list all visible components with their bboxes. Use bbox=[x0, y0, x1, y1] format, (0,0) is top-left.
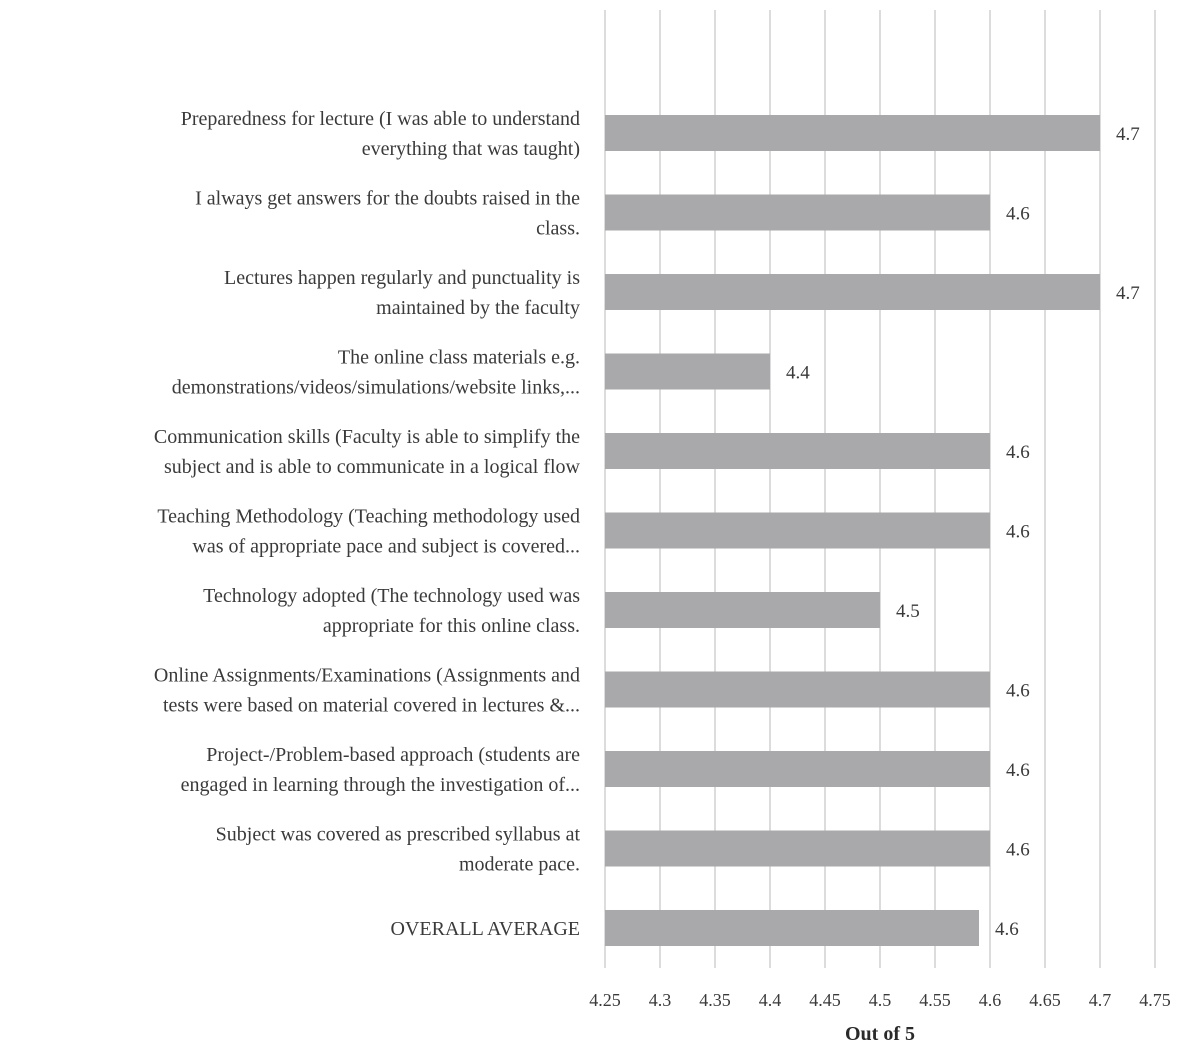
data-label: 4.7 bbox=[1116, 283, 1140, 304]
x-tick-label: 4.65 bbox=[1029, 990, 1061, 1010]
data-label: 4.7 bbox=[1116, 124, 1140, 145]
bar bbox=[605, 353, 770, 390]
bar bbox=[605, 194, 990, 231]
x-tick-label: 4.4 bbox=[759, 990, 782, 1010]
bar bbox=[605, 592, 880, 628]
bar bbox=[605, 512, 990, 549]
category-label: OVERALL AVERAGE bbox=[391, 918, 580, 940]
data-labels: 4.7 4.6 4.7 4.4 4.6 4.6 4.5 4.6 4.6 4.6 4.6 bbox=[786, 124, 1140, 940]
category-label: Online Assignments/Examinations (Assignm… bbox=[154, 665, 580, 717]
x-axis-tick-labels: 4.25 4.3 4.35 4.4 4.45 4.5 4.55 4.6 4.65 4.7 4.75 bbox=[589, 990, 1171, 1010]
category-label: Project-/Problem-based approach (student… bbox=[181, 744, 580, 796]
bar bbox=[605, 433, 990, 469]
bar bbox=[605, 751, 990, 787]
category-label: Teaching Methodology (Teaching methodolo… bbox=[157, 506, 580, 558]
data-label: 4.4 bbox=[786, 363, 810, 384]
x-tick-label: 4.35 bbox=[699, 990, 731, 1010]
category-labels: Preparedness for lecture (I was able to … bbox=[154, 108, 581, 940]
x-tick-label: 4.3 bbox=[649, 990, 672, 1010]
x-tick-label: 4.25 bbox=[589, 990, 621, 1010]
bar bbox=[605, 910, 979, 946]
x-tick-label: 4.75 bbox=[1139, 990, 1171, 1010]
category-label: Communication skills (Faculty is able to… bbox=[154, 426, 581, 478]
category-label: Subject was covered as prescribed syllab… bbox=[216, 824, 581, 876]
bar bbox=[605, 830, 990, 867]
bar bbox=[605, 671, 990, 708]
data-label: 4.6 bbox=[1006, 442, 1030, 463]
data-label: 4.6 bbox=[1006, 760, 1030, 781]
category-label: The online class materials e.g. demonstra… bbox=[172, 347, 580, 399]
gridlines bbox=[604, 10, 1156, 968]
bar bbox=[605, 274, 1100, 310]
category-label: Technology adopted (The technology used … bbox=[203, 585, 580, 637]
category-label: Lectures happen regularly and punctualit… bbox=[224, 267, 580, 319]
x-tick-label: 4.55 bbox=[919, 990, 951, 1010]
x-tick-label: 4.6 bbox=[979, 990, 1002, 1010]
category-label: I always get answers for the doubts rais… bbox=[195, 188, 580, 240]
data-label: 4.6 bbox=[1006, 681, 1030, 702]
data-label: 4.6 bbox=[1006, 204, 1030, 225]
bar bbox=[605, 115, 1100, 151]
data-label: 4.6 bbox=[1006, 840, 1030, 861]
category-label: Preparedness for lecture (I was able to … bbox=[181, 108, 580, 160]
x-tick-label: 4.7 bbox=[1089, 990, 1112, 1010]
x-tick-label: 4.45 bbox=[809, 990, 841, 1010]
x-tick-label: 4.5 bbox=[869, 990, 892, 1010]
data-label: 4.5 bbox=[896, 601, 920, 622]
x-axis-title: Out of 5 bbox=[845, 1023, 915, 1045]
bars bbox=[605, 115, 1100, 946]
data-label: 4.6 bbox=[995, 919, 1019, 940]
data-label: 4.6 bbox=[1006, 522, 1030, 543]
